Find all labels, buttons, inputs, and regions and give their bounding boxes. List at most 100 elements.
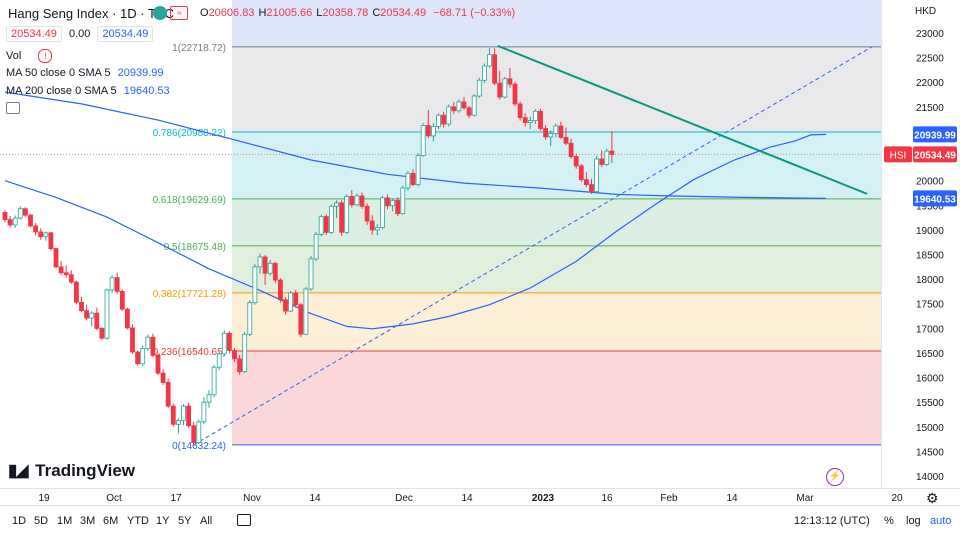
timeframe-1d[interactable]: 1D [12,515,27,527]
gear-icon[interactable]: ⚙ [926,490,939,506]
log-toggle[interactable]: log [906,515,921,527]
candle [226,331,232,354]
candle [160,369,166,385]
collapse-icon[interactable] [6,102,20,114]
candle-body [461,101,467,109]
candle-body [257,256,263,268]
candle-body [558,125,564,138]
candle [481,63,487,84]
candle-body [522,117,528,123]
candle-body [216,353,222,368]
x-tick-label: Oct [106,493,122,504]
candle [573,153,579,169]
candle-body [568,142,574,157]
candle [349,190,355,208]
time-axis-separator [0,488,960,489]
candle [68,270,74,285]
candle [84,304,89,321]
candle [242,331,248,374]
x-tick-label: 17 [170,493,182,504]
ohlc-value-c: 20534.49 [380,7,427,19]
price-tag-bg [913,146,957,163]
delayed-data-icon[interactable]: ≈ [170,5,189,20]
candle [507,67,513,88]
sell-price[interactable]: 20534.49 [6,26,62,42]
candle-body [94,312,100,329]
lightning-icon[interactable]: ⚡ [826,468,844,486]
y-tick-label: 15500 [916,398,944,409]
ohlc-value-o: 20606.83 [208,7,255,19]
clock-readout[interactable]: 12:13:12 (UTC) [794,515,870,527]
ma200-line [4,91,827,199]
price-tag-value: 19640.53 [914,194,956,205]
candle [257,253,263,274]
candle-body [99,327,105,339]
candle-body [487,54,492,67]
fib-band-3 [232,245,881,293]
resistance-trendline [497,44,868,195]
candle [323,214,329,235]
candle [201,397,207,425]
timeframe-1y[interactable]: 1Y [156,515,170,527]
candle-body [135,351,141,365]
candle [604,148,610,166]
ohlc-key-l: L [316,7,323,19]
warning-icon[interactable]: ! [38,49,53,63]
candle-body [206,394,212,403]
spread-value: 0.00 [68,28,91,40]
ma50-legend[interactable]: MA 50 close 0 SMA 5 20939.99 [6,67,164,79]
ohlc-value-l: 20358.78 [322,7,369,19]
candle [33,222,38,236]
timeframe-1m[interactable]: 1M [57,515,73,527]
candle-body [563,136,569,144]
volume-legend[interactable]: Vol ! [6,49,53,63]
candle [589,178,594,194]
timeframe-5y[interactable]: 5Y [178,515,192,527]
collapse-legend[interactable] [6,102,20,117]
timeframe-6m[interactable]: 6M [103,515,119,527]
timeframe-3m[interactable]: 3M [80,515,96,527]
percent-toggle[interactable]: % [884,515,894,527]
market-status-icon[interactable] [153,5,167,20]
candle [456,99,462,113]
symbol-title[interactable]: Hang Seng Index · 1D · TVC [8,6,174,21]
x-tick-label: 19 [38,493,50,504]
candle-body [476,79,482,97]
brand-logo[interactable]: ▮◢ TradingView [8,461,135,481]
candle-body [68,274,74,283]
x-tick-label: 14 [726,493,738,504]
candle-body [283,299,288,312]
candle-body [43,232,49,238]
timeframe-all[interactable]: All [200,515,213,527]
candle-body [155,355,161,374]
candle-body [114,277,120,292]
candle [216,351,222,371]
candle-body [79,301,84,312]
candle [298,302,304,338]
candle [186,402,192,428]
x-tick-label: Mar [796,493,814,504]
candle [104,288,110,340]
ma200-legend[interactable]: MA 200 close 0 SMA 5 19640.53 [6,85,170,97]
date-range-icon[interactable] [237,514,251,526]
timeframe-ytd[interactable]: YTD [127,515,149,527]
buy-price[interactable]: 20534.49 [97,26,154,42]
currency-label[interactable]: HKD [915,6,937,17]
candle-body [104,289,110,339]
candle-body [186,405,192,427]
candle [283,297,288,315]
candle [130,324,135,354]
price-tag-value: 20534.49 [914,150,956,161]
auto-toggle[interactable]: auto [930,515,952,527]
candle [89,311,95,327]
candle-body [548,133,554,138]
candle [2,210,8,223]
candle [487,47,492,68]
status-icons[interactable]: ≈ [153,5,189,20]
timeframe-5d[interactable]: 5D [34,515,49,527]
candle-body [288,292,294,312]
candle-body [298,304,304,335]
y-tick-label: 18500 [916,251,944,262]
x-tick-label: Nov [243,493,261,504]
